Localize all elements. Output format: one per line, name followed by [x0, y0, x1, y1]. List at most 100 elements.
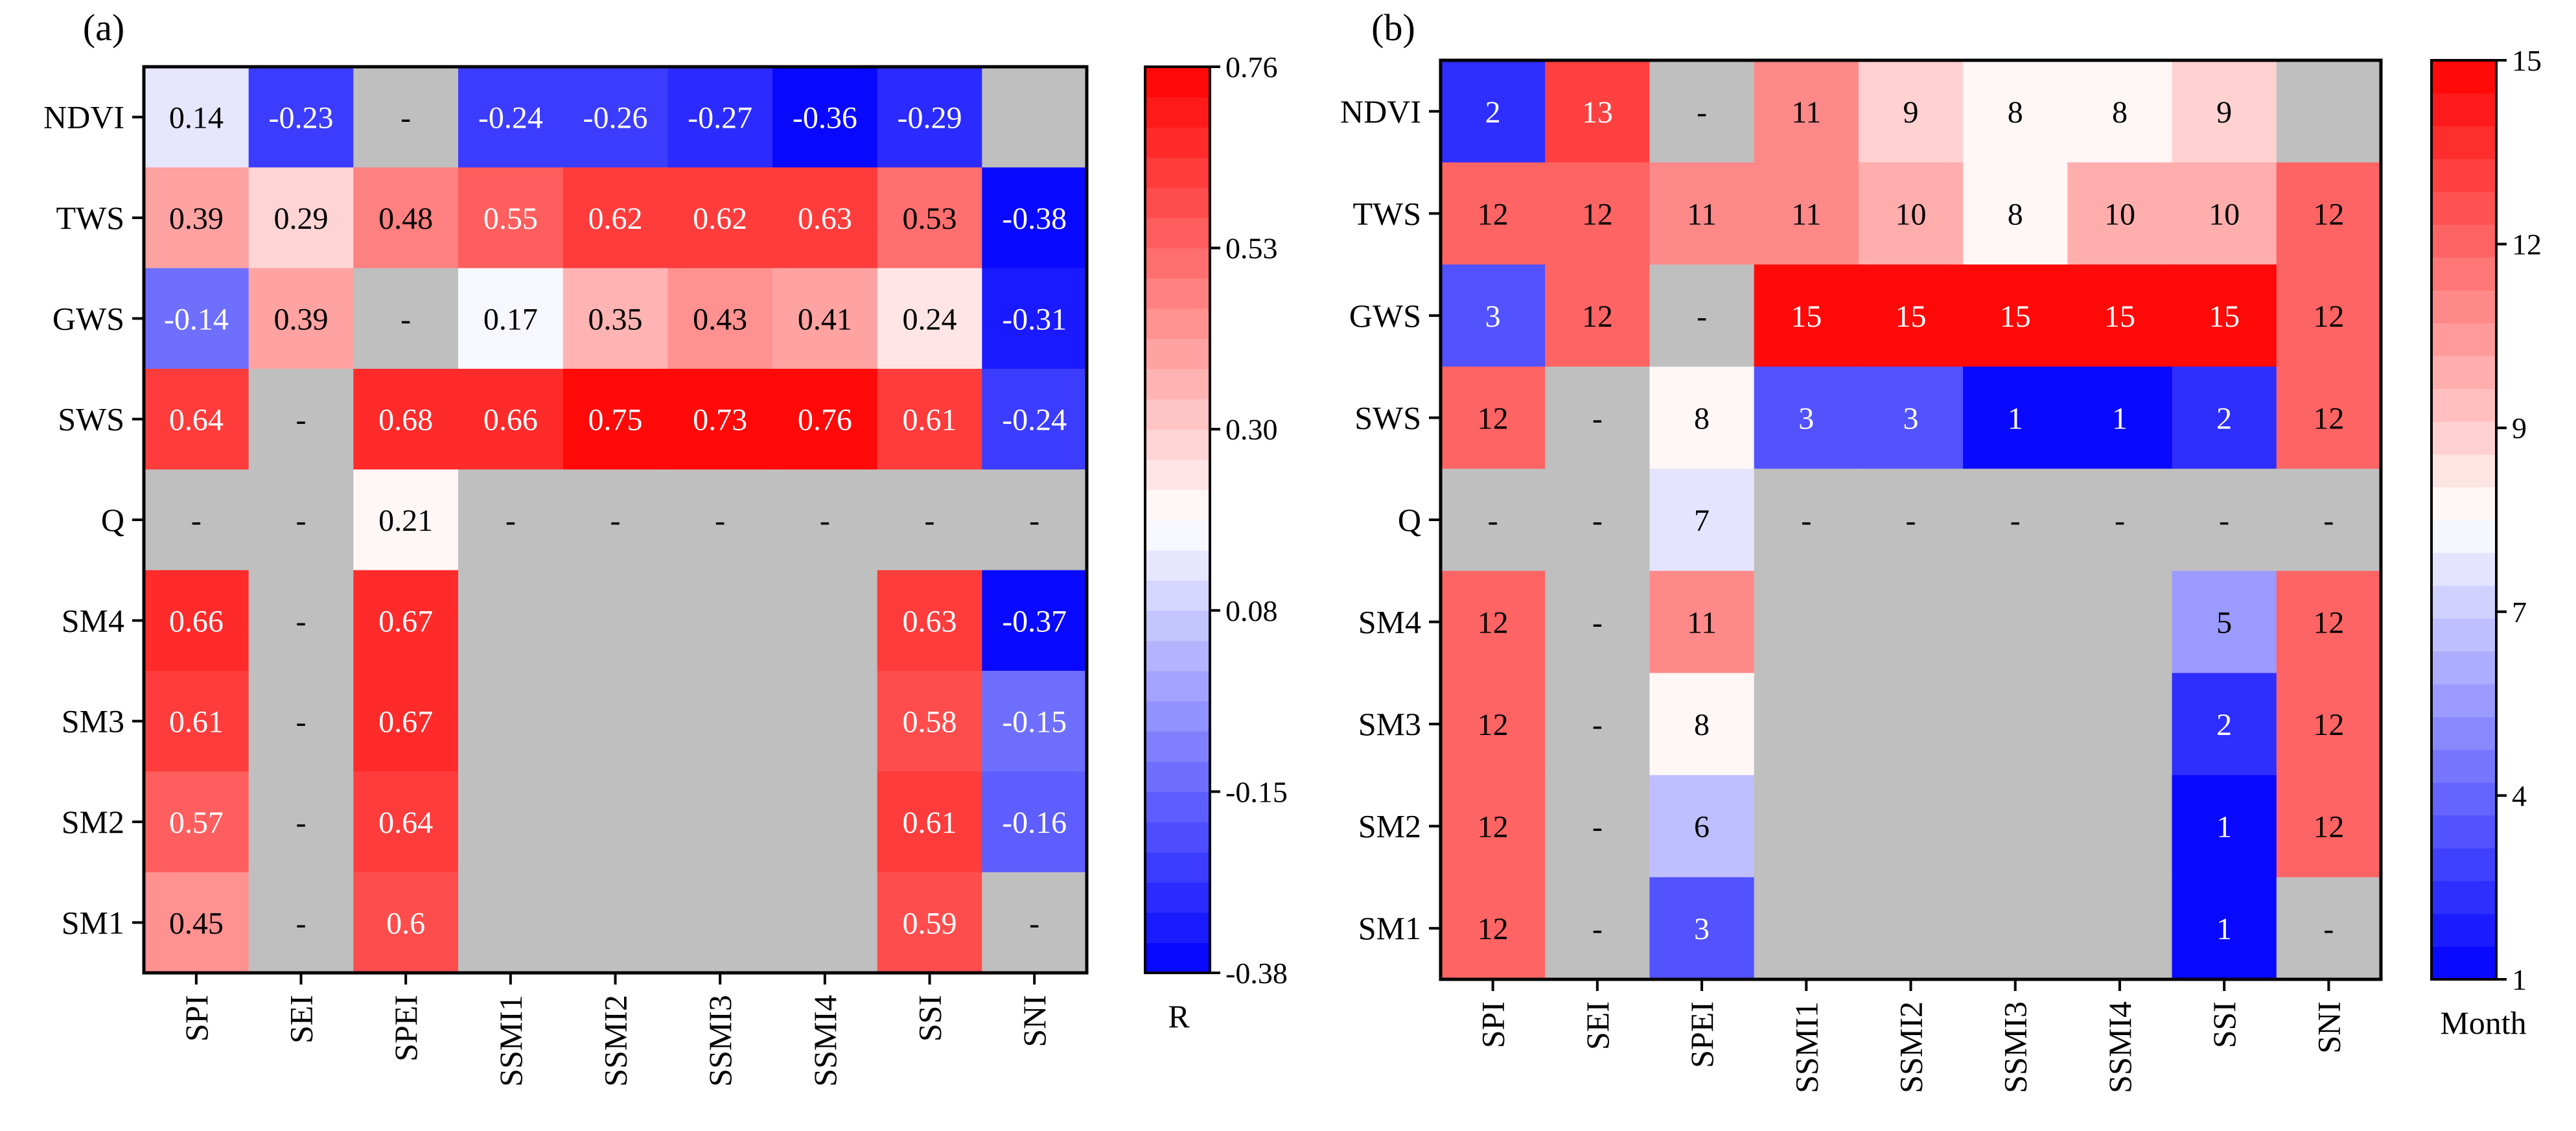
- cell-value-label: -: [1592, 401, 1603, 436]
- heatmap-cell: [144, 469, 249, 571]
- heatmap-cell: [563, 469, 668, 571]
- cell-value-label: -0.23: [269, 101, 334, 135]
- heatmap-cell: [458, 268, 564, 369]
- colorbar-swatch: [2431, 552, 2496, 586]
- cell-value-label: -: [191, 504, 202, 538]
- cell-value-label: -0.26: [583, 101, 648, 135]
- colorbar-tick-label: 7: [2512, 596, 2527, 629]
- heatmap-cell: [563, 872, 668, 974]
- colorbar-swatch: [2431, 946, 2496, 980]
- cell-value-label: 8: [2008, 95, 2023, 130]
- heatmap-cell: [1754, 673, 1859, 776]
- heatmap-cell: [1649, 469, 1755, 572]
- heatmap-cell: [353, 570, 459, 671]
- cell-value-label: -: [400, 302, 411, 336]
- cell-value-label: 0.21: [378, 504, 433, 538]
- heatmap-cell: [877, 369, 982, 470]
- heatmap-cell: [772, 67, 878, 168]
- cell-value-label: 15: [2209, 299, 2240, 334]
- colorbar-tick-label: 0.76: [1225, 51, 1278, 84]
- cell-value-label: 0.57: [169, 806, 224, 840]
- cell-value-label: 12: [2313, 197, 2344, 231]
- heatmap-cell: [2172, 60, 2277, 163]
- heatmap-cell: [2172, 264, 2277, 367]
- cell-value-label: -: [2219, 504, 2229, 538]
- heatmap-cell: [982, 771, 1087, 873]
- colorbar-swatch: [1145, 852, 1210, 883]
- y-tick-label: SM1: [1358, 910, 1421, 946]
- heatmap-cell: [2067, 162, 2173, 265]
- cell-value-label: 8: [2112, 95, 2128, 130]
- heatmap-cell: [982, 369, 1087, 470]
- heatmap-cell: [1858, 570, 1964, 673]
- heatmap-cell: [772, 771, 878, 873]
- cell-value-label: 0.76: [798, 403, 852, 437]
- cell-value-label: -: [715, 504, 725, 538]
- colorbar-swatch: [2431, 158, 2496, 192]
- heatmap-cell: [1754, 469, 1859, 572]
- colorbar-swatch: [2431, 323, 2496, 356]
- heatmap-cell: [2276, 264, 2382, 367]
- heatmap-cell: [772, 570, 878, 671]
- heatmap-cell: [1649, 673, 1755, 776]
- heatmap-cell: [144, 771, 249, 873]
- x-tick-label: SSMI1: [493, 995, 529, 1087]
- cell-value-label: 8: [1694, 401, 1710, 436]
- heatmap-cell: [1963, 775, 2068, 878]
- heatmap-cell: [772, 469, 878, 571]
- heatmap-cell: [982, 67, 1087, 168]
- heatmap-cell: [877, 268, 982, 369]
- y-tick-label: SM2: [62, 804, 124, 840]
- cell-value-label: 0.39: [169, 202, 224, 236]
- heatmap-cell: [248, 872, 354, 974]
- cell-value-label: -0.15: [1002, 705, 1067, 740]
- cell-value-label: -: [1592, 606, 1603, 640]
- x-tick-label: SPI: [1475, 1001, 1511, 1048]
- colorbar-swatch: [2431, 651, 2496, 684]
- heatmap-cell: [772, 872, 878, 974]
- y-tick-label: SM1: [62, 904, 124, 940]
- cell-value-label: 0.6: [386, 906, 425, 940]
- heatmap-cell: [877, 67, 982, 168]
- heatmap-cell: [353, 872, 459, 974]
- colorbar-swatch: [2431, 224, 2496, 258]
- cell-value-label: 12: [2313, 299, 2344, 334]
- colorbar-swatch: [1145, 157, 1210, 188]
- heatmap-cell: [2276, 366, 2382, 469]
- heatmap-cell: [563, 167, 668, 269]
- cell-value-label: 12: [1582, 197, 1613, 231]
- heatmap-cell: [877, 469, 982, 571]
- colorbar-swatch: [2431, 618, 2496, 652]
- heatmap-cell: [1441, 673, 1546, 776]
- heatmap-cell: [877, 872, 982, 974]
- cell-value-label: 3: [1694, 912, 1710, 946]
- cell-value-label: -: [296, 806, 307, 840]
- cell-value-label: 5: [2216, 606, 2232, 640]
- colorbar-tick-label: 9: [2512, 412, 2527, 445]
- heatmap-cell: [772, 167, 878, 269]
- cell-value-label: 0.64: [378, 806, 433, 840]
- heatmap-cell: [1963, 60, 2068, 163]
- heatmap-cell: [458, 369, 564, 470]
- cell-value-label: 0.48: [378, 202, 433, 236]
- heatmap-cell: [2276, 162, 2382, 265]
- colorbar-swatch: [1145, 791, 1210, 822]
- x-tick-label: SPI: [178, 995, 215, 1042]
- cell-value-label: 2: [2216, 401, 2232, 436]
- cell-value-label: 10: [2104, 197, 2135, 231]
- colorbar-swatch: [1145, 731, 1210, 762]
- panel-label: (a): [83, 6, 124, 49]
- heatmap-cell: [1858, 264, 1964, 367]
- colorbar-swatch: [1145, 882, 1210, 913]
- cell-value-label: 0.73: [693, 403, 747, 437]
- heatmap-cell: [1545, 60, 1651, 163]
- colorbar-swatch: [1145, 369, 1210, 400]
- colorbar-swatch: [1145, 187, 1210, 218]
- heatmap-cell: [1441, 570, 1546, 673]
- cell-value-label: 0.35: [588, 302, 643, 336]
- cell-value-label: -: [2115, 504, 2125, 538]
- heatmap-cell: [1963, 469, 2068, 572]
- heatmap-cell: [144, 872, 249, 974]
- cell-value-label: 9: [1903, 95, 1919, 130]
- panel-label: (b): [1371, 6, 1415, 49]
